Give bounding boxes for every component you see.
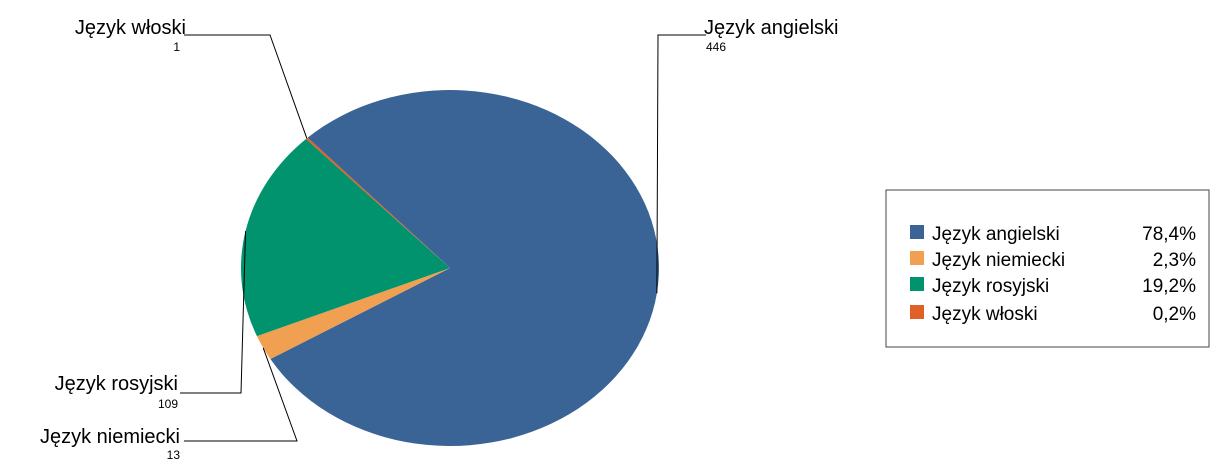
callout-angielski: Język angielski 446 xyxy=(704,17,839,54)
callout-label-niemiecki: Język niemiecki xyxy=(40,426,180,448)
pie-slice-angielski xyxy=(270,90,659,447)
legend-box xyxy=(885,189,1210,348)
leader-line-wloski xyxy=(184,34,308,139)
pie-slice-niemiecki xyxy=(256,268,450,360)
pie-slice-rosyjski xyxy=(241,139,450,337)
legend-item-wloski: Język włoski 0,2% xyxy=(910,304,1196,325)
legend-label-rosyjski: Język rosyjski xyxy=(932,276,1049,297)
legend-swatch-wloski xyxy=(910,305,924,319)
legend-item-angielski: Język angielski 78,4% xyxy=(910,224,1196,245)
legend-label-wloski: Język włoski xyxy=(932,304,1038,325)
legend-swatch-rosyjski xyxy=(910,277,924,291)
legend-swatch-niemiecki xyxy=(910,251,924,265)
leader-line-rosyjski xyxy=(180,231,247,394)
legend-item-rosyjski: Język rosyjski 19,2% xyxy=(910,276,1196,297)
leader-line-angielski xyxy=(656,34,706,294)
legend-percent-wloski: 0,2% xyxy=(1153,304,1196,325)
legend-label-niemiecki: Język niemiecki xyxy=(932,250,1065,271)
legend-percent-angielski: 78,4% xyxy=(1142,224,1196,245)
callout-wloski: Język włoski 1 xyxy=(75,17,186,54)
legend-percent-niemiecki: 2,3% xyxy=(1153,250,1196,271)
callout-value-rosyjski: 109 xyxy=(158,397,178,411)
callout-value-wloski: 1 xyxy=(173,40,180,54)
legend-item-niemiecki: Język niemiecki 2,3% xyxy=(910,250,1196,271)
legend-percent-rosyjski: 19,2% xyxy=(1142,276,1196,297)
callout-label-wloski: Język włoski xyxy=(75,17,186,39)
callout-value-angielski: 446 xyxy=(706,40,726,54)
pie-slices xyxy=(241,90,659,447)
callout-label-rosyjski: Język rosyjski xyxy=(55,373,178,395)
legend: Język angielski 78,4% Język niemiecki 2,… xyxy=(885,189,1210,348)
callout-label-angielski: Język angielski xyxy=(704,17,839,39)
legend-label-angielski: Język angielski xyxy=(932,224,1060,245)
callout-value-niemiecki: 13 xyxy=(167,448,181,462)
leader-line-niemiecki xyxy=(184,347,298,442)
legend-swatch-angielski xyxy=(910,225,924,239)
callout-niemiecki: Język niemiecki 13 xyxy=(40,426,180,462)
callout-rosyjski: Język rosyjski 109 xyxy=(55,373,179,411)
pie-slice-wloski xyxy=(305,137,450,268)
leader-lines xyxy=(180,34,706,442)
